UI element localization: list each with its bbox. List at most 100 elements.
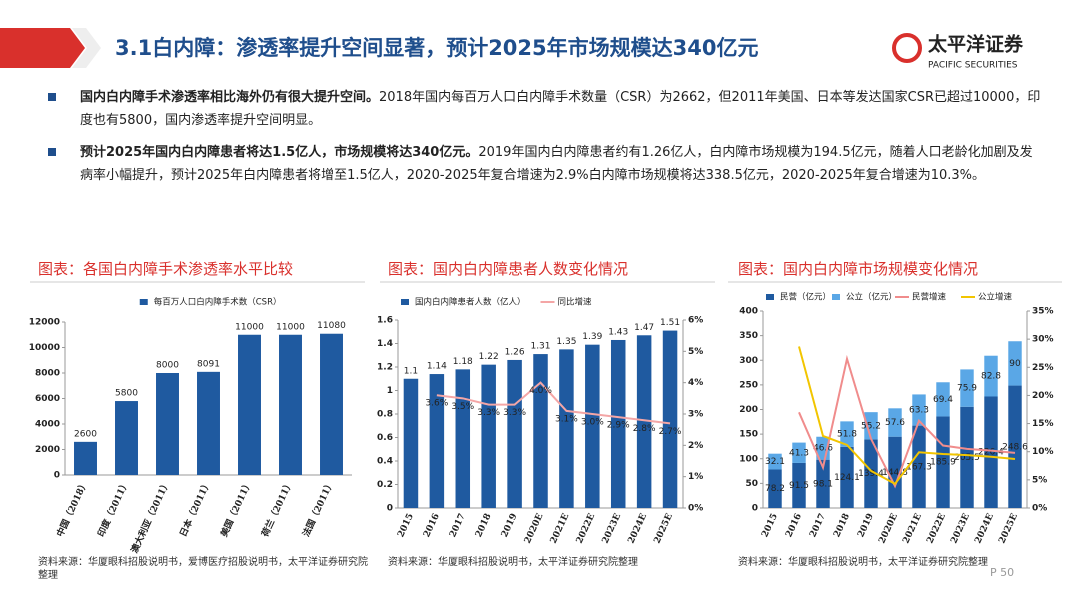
data-label: 5800: [115, 389, 138, 399]
bar: [533, 354, 548, 508]
data-label: 185.9: [930, 458, 956, 468]
data-label: 1.31: [530, 342, 550, 352]
y-tick-label: 250: [739, 380, 758, 390]
y-tick-label: 200: [739, 405, 758, 415]
data-label: 139.4: [858, 469, 884, 479]
bar: [1008, 341, 1022, 386]
x-tick-label: 2025E: [652, 512, 675, 545]
x-tick-label: 2025E: [997, 512, 1020, 545]
y2-tick-label: 20%: [1032, 391, 1054, 401]
y-tick-label: 0.6: [377, 433, 393, 443]
data-label: 1.51: [660, 318, 680, 328]
data-label: 3.3%: [477, 408, 500, 418]
data-label: 32.1: [765, 457, 785, 467]
y-tick-label: 350: [739, 331, 758, 341]
x-tick-label: 2016: [784, 512, 804, 539]
x-tick-label: 2016: [422, 512, 442, 539]
bullet-text: 2019年国内白内障患者约有1.26亿人，白内障市场规模为194.5亿元，随着人…: [80, 145, 1033, 183]
logo-icon: [892, 33, 922, 63]
bullet-marker: [48, 93, 56, 101]
y2-tick-label: 3%: [688, 410, 703, 420]
line-series: [798, 346, 1016, 486]
source: 资料来源：华厦眼科招股说明书，爱博医疗招股说明书，太平洋证券研究院整理: [38, 557, 368, 581]
bar: [936, 416, 950, 508]
y-tick-label: 0: [752, 504, 758, 514]
bar: [984, 396, 998, 508]
x-tick-label: 2018: [474, 512, 494, 539]
x-tick-label: 荷兰（2011）: [258, 478, 295, 539]
logo-en: PACIFIC SECURITIES: [928, 61, 1018, 71]
x-tick-label: 日本（2011）: [177, 478, 214, 538]
source: 资料来源：华厦眼科招股说明书，太平洋证券研究院整理: [388, 557, 638, 568]
y-tick-label: 0: [387, 504, 393, 514]
legend-swatch: [401, 299, 409, 305]
bar: [197, 371, 220, 475]
page-number: P 50: [990, 566, 1014, 579]
data-label: 57.6: [885, 418, 905, 428]
x-tick-label: 2020E: [877, 512, 900, 545]
x-tick-label: 澳大利亚（2011）: [128, 478, 172, 555]
bar: [768, 453, 782, 470]
data-label: 75.9: [957, 384, 977, 394]
y-tick-label: 1.2: [377, 363, 393, 373]
bar: [792, 442, 806, 463]
data-label: 3.1%: [555, 414, 578, 424]
legend-label: 每百万人口白内障手术数（CSR）: [154, 297, 282, 308]
data-label: 91.5: [789, 481, 809, 491]
data-label: 46.6: [813, 444, 833, 454]
slide-title: 3.1白内障：渗透率提升空间显著，预计2025年市场规模达340亿元: [115, 36, 758, 60]
legend-swatch: [139, 299, 148, 305]
line-series: [436, 381, 671, 425]
logo-text: 太平洋证券: [928, 33, 1024, 56]
bar: [912, 425, 926, 508]
bar: [320, 333, 343, 475]
data-label: 1.39: [582, 332, 602, 342]
x-tick-label: 2023E: [949, 512, 972, 545]
y-tick-label: 400: [739, 307, 758, 317]
data-label: 3.0%: [581, 418, 604, 428]
y-tick-label: 1.4: [377, 339, 393, 349]
y2-tick-label: 5%: [688, 347, 703, 357]
legend-label: 民营增速: [912, 292, 947, 303]
y-tick-label: 1: [387, 386, 393, 396]
bar: [936, 382, 950, 417]
data-label: 11000: [235, 322, 264, 332]
bar: [1008, 385, 1022, 508]
bar: [864, 439, 878, 508]
y2-tick-label: 0%: [688, 504, 703, 514]
x-tick-label: 2022E: [575, 512, 598, 545]
bar: [481, 364, 496, 508]
x-tick-label: 2021E: [549, 512, 572, 545]
header-chevron: [72, 28, 101, 68]
bar: [984, 355, 998, 397]
y2-tick-label: 25%: [1032, 363, 1054, 373]
bar: [115, 401, 138, 475]
data-label: 69.4: [933, 395, 953, 405]
y2-tick-label: 4%: [688, 378, 703, 388]
data-label: 63.3: [909, 406, 929, 416]
source: 资料来源：华厦眼科招股说明书，太平洋证券研究院整理: [738, 557, 988, 568]
data-label: 1.26: [505, 347, 525, 357]
bar: [960, 406, 974, 508]
data-label: 1.43: [608, 327, 628, 337]
x-tick-label: 2017: [448, 512, 468, 539]
legend-swatch: [832, 294, 840, 300]
y2-tick-label: 5%: [1032, 475, 1047, 485]
x-tick-label: 2017: [808, 512, 828, 539]
bullet-text: 2018年国内每百万人口白内障手术数量（CSR）为2662，但2011年美国、日…: [80, 90, 1041, 128]
chart-title: 图表：国内白内障市场规模变化情况: [738, 260, 979, 278]
x-tick-label: 2024E: [627, 512, 650, 545]
bullet-bold: 国内白内障手术渗透率相比海外仍有很大提升空间。: [80, 90, 380, 105]
y-tick-label: 100: [739, 454, 758, 464]
bar: [792, 462, 806, 508]
x-tick-label: 2023E: [601, 512, 624, 545]
bar: [840, 446, 854, 508]
bullet-marker: [48, 148, 56, 156]
data-label: 1.18: [453, 357, 473, 367]
legend-label: 同比增速: [558, 297, 593, 308]
y-tick-label: 300: [739, 356, 758, 366]
bar: [156, 373, 179, 475]
data-label: 2.7%: [659, 427, 682, 437]
bar: [864, 412, 878, 440]
